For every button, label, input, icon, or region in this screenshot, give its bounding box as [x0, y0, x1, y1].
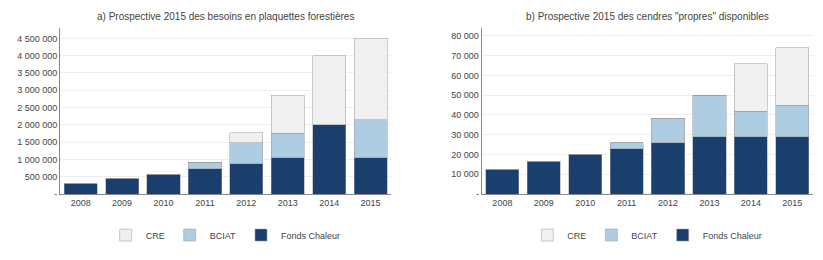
svg-text:BCIAT: BCIAT	[631, 231, 657, 241]
svg-text:2011: 2011	[195, 198, 214, 208]
svg-text:2008: 2008	[71, 198, 91, 208]
svg-text:4 000 000: 4 000 000	[17, 51, 57, 61]
svg-text:2010: 2010	[154, 198, 174, 208]
svg-text:500 000: 500 000	[25, 172, 58, 182]
svg-text:3 500 000: 3 500 000	[17, 68, 57, 78]
svg-text:2013: 2013	[699, 198, 719, 208]
svg-text:-: -	[476, 189, 479, 199]
svg-text:2014: 2014	[319, 198, 339, 208]
svg-text:2014: 2014	[741, 198, 761, 208]
svg-text:20 000: 20 000	[451, 150, 479, 160]
svg-text:50 000: 50 000	[451, 90, 479, 100]
svg-text:40 000: 40 000	[451, 110, 479, 120]
svg-text:30 000: 30 000	[451, 130, 479, 140]
svg-text:a) Prospective 2015 des besoin: a) Prospective 2015 des besoins en plaqu…	[97, 11, 354, 22]
svg-text:CRE: CRE	[146, 231, 165, 241]
svg-text:2008: 2008	[492, 198, 512, 208]
svg-text:2010: 2010	[575, 198, 595, 208]
svg-text:2012: 2012	[658, 198, 678, 208]
svg-text:1 500 000: 1 500 000	[17, 137, 57, 147]
svg-text:-: -	[54, 189, 57, 199]
svg-text:BCIAT: BCIAT	[210, 231, 236, 241]
svg-text:Fonds Chaleur: Fonds Chaleur	[281, 231, 340, 241]
svg-text:2 000 000: 2 000 000	[17, 120, 57, 130]
svg-text:2009: 2009	[112, 198, 132, 208]
svg-text:60 000: 60 000	[451, 71, 479, 81]
svg-text:2009: 2009	[534, 198, 554, 208]
svg-text:1 000 000: 1 000 000	[17, 155, 57, 165]
svg-text:b) Prospective 2015 des cendre: b) Prospective 2015 des cendres "propres…	[526, 11, 769, 22]
svg-text:2013: 2013	[278, 198, 298, 208]
svg-text:2015: 2015	[361, 198, 381, 208]
svg-text:80 000: 80 000	[451, 31, 479, 41]
svg-text:2 500 000: 2 500 000	[17, 103, 57, 113]
svg-text:3 000 000: 3 000 000	[17, 85, 57, 95]
svg-text:2015: 2015	[782, 198, 802, 208]
svg-text:CRE: CRE	[567, 231, 586, 241]
svg-text:Fonds Chaleur: Fonds Chaleur	[703, 231, 762, 241]
svg-text:10 000: 10 000	[451, 169, 479, 179]
svg-text:4 500 000: 4 500 000	[17, 34, 57, 44]
svg-text:70 000: 70 000	[451, 51, 479, 61]
svg-text:2011: 2011	[617, 198, 636, 208]
svg-text:2012: 2012	[236, 198, 256, 208]
